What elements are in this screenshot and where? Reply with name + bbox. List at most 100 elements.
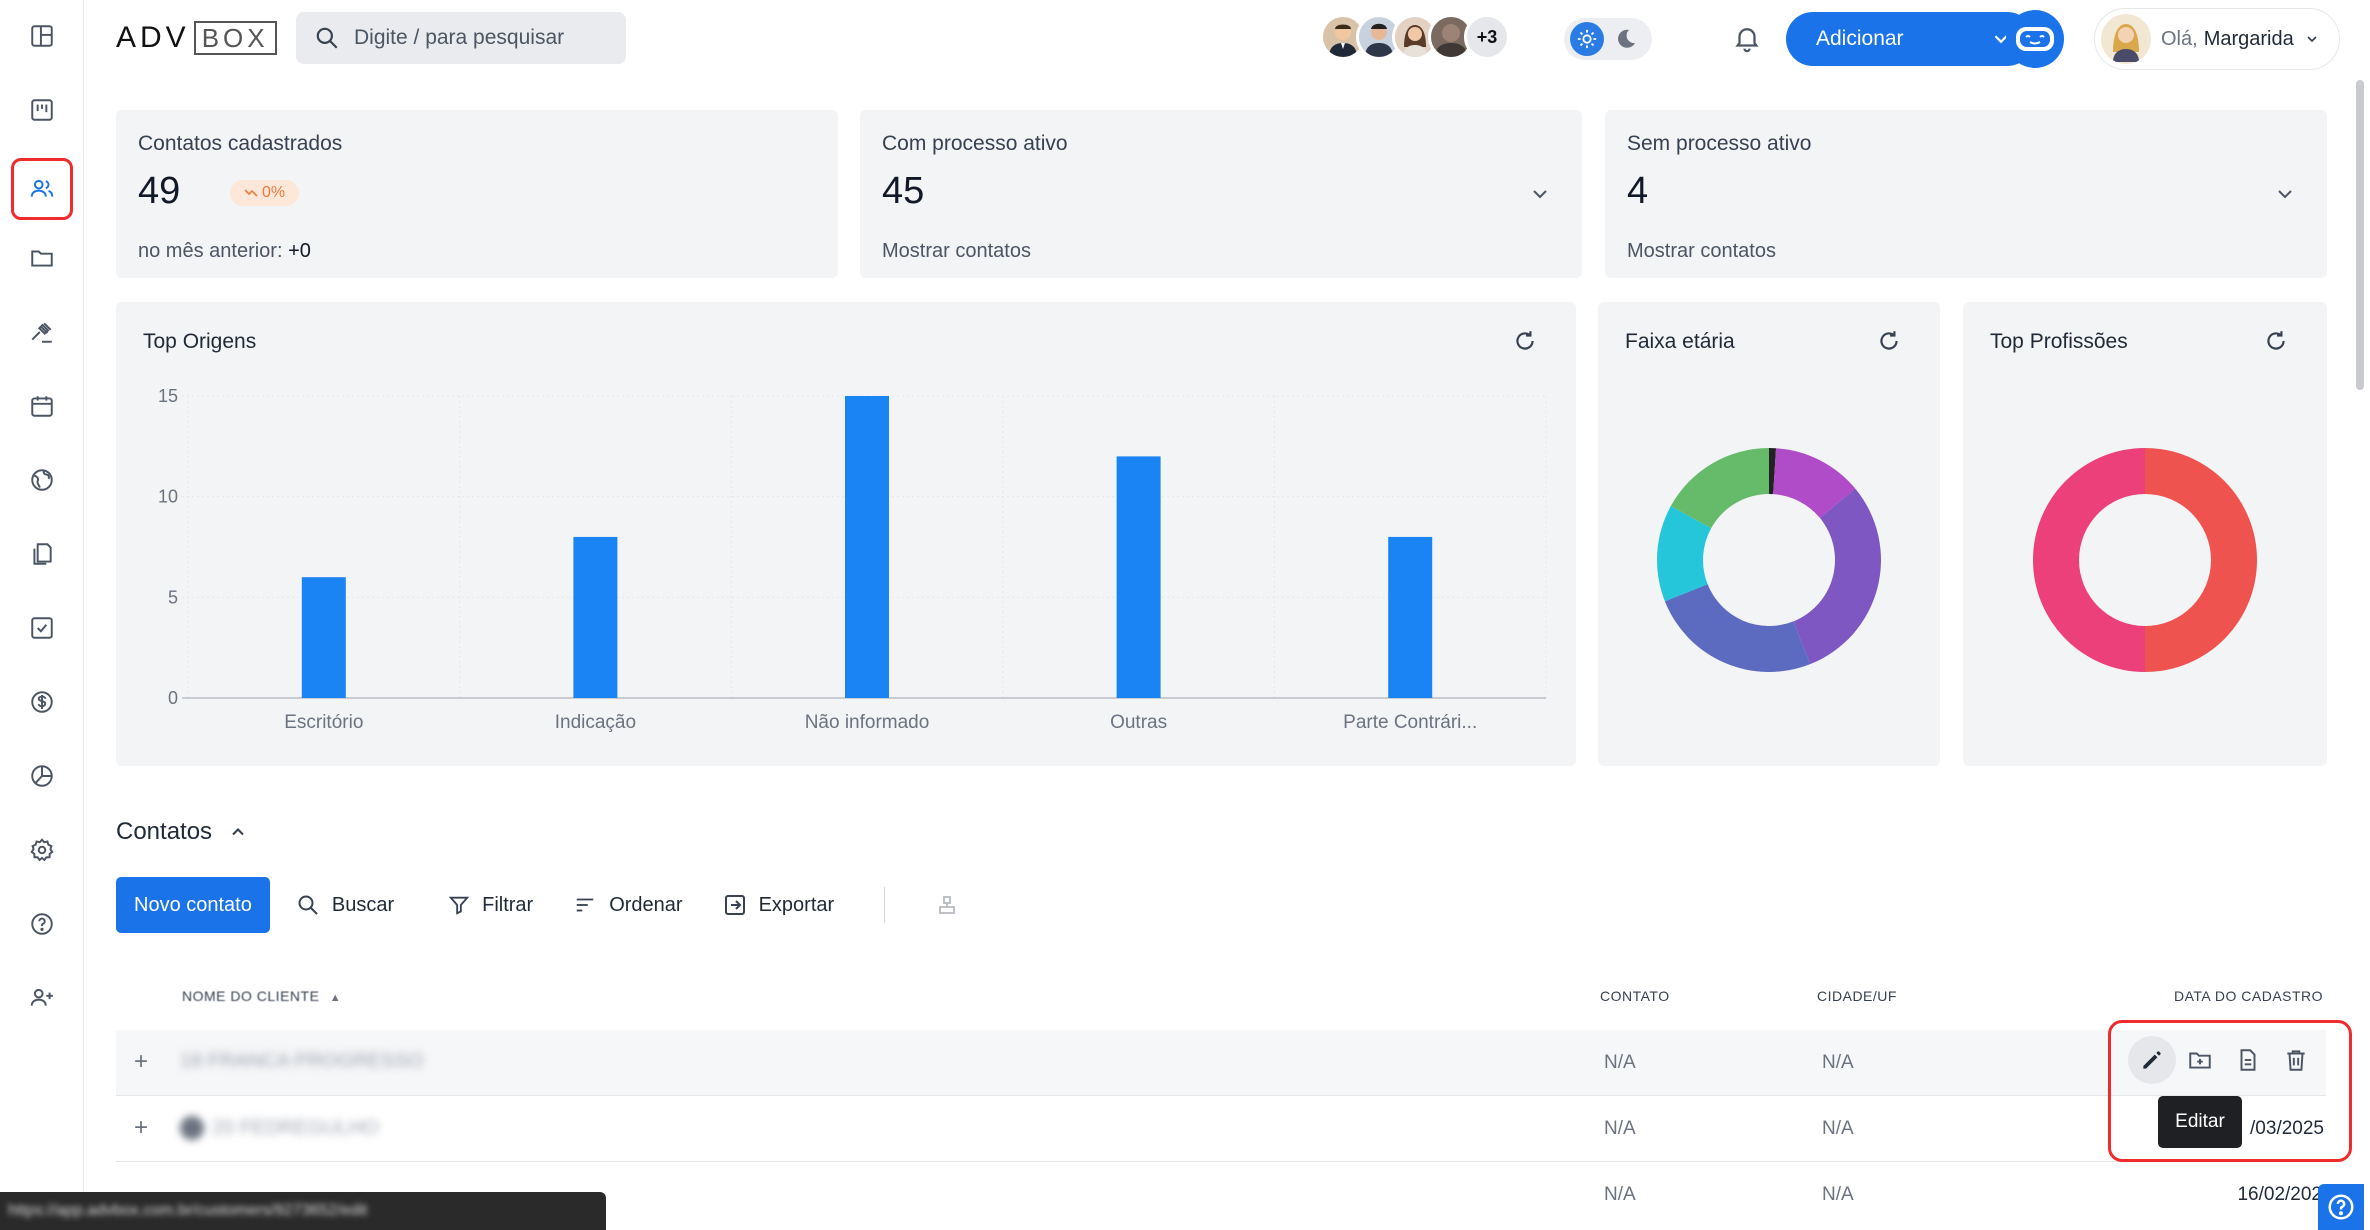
- sidebar-item-web[interactable]: [16, 454, 68, 506]
- sun-icon[interactable]: [1570, 22, 1604, 56]
- trash-icon: [2287, 1050, 2305, 1071]
- filter-tool[interactable]: Filtrar: [448, 894, 533, 917]
- chevron-up-icon[interactable]: [228, 822, 248, 842]
- sidebar-item-documents[interactable]: [16, 528, 68, 580]
- export-tool[interactable]: Exportar: [723, 893, 835, 917]
- document-button[interactable]: [2224, 1036, 2272, 1084]
- moon-icon[interactable]: [1614, 27, 1638, 51]
- add-button-label: Adicionar: [1816, 27, 1904, 50]
- add-button[interactable]: Adicionar: [1786, 12, 2034, 66]
- contact-cell: N/A: [1604, 1184, 1636, 1205]
- help-fab-button[interactable]: [2318, 1184, 2364, 1230]
- expand-icon[interactable]: +: [134, 1114, 149, 1141]
- sidebar-item-invite[interactable]: [16, 972, 68, 1024]
- folder-plus-icon: [2189, 1052, 2211, 1069]
- edit-tooltip: Editar: [2158, 1096, 2242, 1148]
- filter-tool-label: Filtrar: [482, 893, 534, 916]
- donut-chart-age: [1657, 448, 1881, 672]
- clear-icon[interactable]: [935, 893, 959, 917]
- table-row[interactable]: N/A N/A 16/02/202: [116, 1162, 2326, 1228]
- table-row[interactable]: + 20 FEDREGULHO N/A N/A /03/2025: [116, 1096, 2326, 1162]
- search-input[interactable]: [354, 26, 604, 50]
- delete-button[interactable]: [2272, 1036, 2320, 1084]
- client-name[interactable]: 20 FEDREGULHO: [180, 1116, 379, 1140]
- sidebar-item-tasks[interactable]: [16, 602, 68, 654]
- x-tick-label: Escritório: [284, 712, 363, 733]
- add-folder-button[interactable]: [2176, 1036, 2224, 1084]
- trend-down-icon: [244, 189, 258, 197]
- robot-icon: [2016, 27, 2054, 51]
- sidebar-item-calendar[interactable]: [16, 380, 68, 432]
- export-icon: [724, 895, 745, 915]
- dashboard-icon: [31, 25, 53, 47]
- chart-title: Top Origens: [143, 330, 257, 353]
- bar: [845, 396, 889, 698]
- sidebar-item-settings[interactable]: [16, 824, 68, 876]
- chevron-down-icon[interactable]: [1528, 182, 1552, 206]
- expand-icon[interactable]: +: [134, 1048, 149, 1075]
- export-tool-label: Exportar: [758, 893, 835, 916]
- sidebar-item-contacts[interactable]: [11, 158, 73, 220]
- team-avatars[interactable]: +3: [1320, 14, 1510, 60]
- assistant-bot-button[interactable]: [2006, 10, 2064, 68]
- bar: [1116, 456, 1161, 698]
- toolbar-divider: [884, 887, 886, 923]
- filter-icon: [448, 896, 470, 915]
- more-avatars-badge[interactable]: +3: [1464, 14, 1510, 60]
- search-tool[interactable]: Buscar: [296, 893, 394, 917]
- chart-title: Faixa etária: [1625, 330, 1735, 353]
- client-name[interactable]: 18 FRANCA PROGRESSO: [180, 1050, 424, 1072]
- city-cell: N/A: [1822, 1118, 1854, 1139]
- scrollbar[interactable]: [2356, 80, 2364, 390]
- sidebar-item-folders[interactable]: [16, 232, 68, 284]
- help-icon: [31, 913, 53, 935]
- table-row[interactable]: + 18 FRANCA PROGRESSO N/A N/A: [116, 1030, 2326, 1096]
- y-tick-label: 0: [168, 688, 178, 708]
- stat-value: 49: [138, 170, 181, 212]
- documents-icon: [33, 543, 52, 565]
- stat-card-inactive[interactable]: Sem processo ativo 4 Mostrar contatos: [1605, 110, 2327, 278]
- sort-tool[interactable]: Ordenar: [573, 893, 683, 917]
- chevron-down-icon[interactable]: [2273, 182, 2297, 206]
- dollar-icon: [31, 691, 53, 713]
- search-bar[interactable]: [296, 12, 626, 64]
- show-contacts-link[interactable]: Mostrar contatos: [1627, 240, 1776, 262]
- column-header-date[interactable]: Data do cadastro: [2174, 988, 2324, 1004]
- column-header-contact[interactable]: Contato: [1600, 988, 1670, 1004]
- refresh-icon[interactable]: [1512, 328, 1538, 354]
- column-header-city[interactable]: Cidade/UF: [1817, 988, 1897, 1004]
- stat-card-active[interactable]: Com processo ativo 45 Mostrar contatos: [860, 110, 1582, 278]
- sidebar-item-reports[interactable]: [16, 750, 68, 802]
- new-contact-button[interactable]: Novo contato: [116, 877, 270, 933]
- date-cell: /03/2025: [2250, 1118, 2324, 1139]
- contacts-section-header[interactable]: Contatos: [116, 818, 248, 846]
- sidebar-item-finance[interactable]: [16, 676, 68, 728]
- edit-button[interactable]: [2128, 1036, 2176, 1084]
- sidebar-item-kanban[interactable]: [16, 84, 68, 136]
- chart-card-top-origens: Top Origens 0 5 10 15 Escritório Indicação Não…: [116, 302, 1576, 766]
- show-contacts-link[interactable]: Mostrar contatos: [882, 240, 1031, 262]
- x-tick-label: Não informado: [805, 712, 930, 733]
- stat-title: Sem processo ativo: [1627, 132, 1812, 155]
- theme-toggle[interactable]: [1564, 18, 1652, 60]
- donut-slice: [1664, 584, 1811, 672]
- stat-sub-value: +0: [288, 240, 311, 262]
- trend-badge: 0%: [230, 180, 300, 206]
- sidebar-item-help[interactable]: [16, 898, 68, 950]
- donut-slice: [1657, 506, 1712, 602]
- chevron-down-icon: [2307, 36, 2317, 43]
- kanban-icon: [31, 99, 53, 121]
- sort-icon: [576, 898, 594, 912]
- refresh-icon[interactable]: [2263, 328, 2289, 354]
- column-header-name[interactable]: Nome do cliente ▲: [182, 988, 341, 1004]
- notifications-bell-icon[interactable]: [1732, 22, 1762, 59]
- user-menu[interactable]: Olá, Margarida: [2094, 8, 2340, 70]
- document-icon: [2240, 1049, 2256, 1071]
- refresh-icon[interactable]: [1876, 328, 1902, 354]
- city-cell: N/A: [1822, 1052, 1854, 1073]
- sidebar-item-dashboard[interactable]: [16, 10, 68, 62]
- sort-tool-label: Ordenar: [609, 893, 683, 916]
- sidebar-item-processes[interactable]: [16, 306, 68, 358]
- logo[interactable]: ADV BOX: [116, 20, 277, 56]
- calendar-icon: [31, 396, 53, 417]
